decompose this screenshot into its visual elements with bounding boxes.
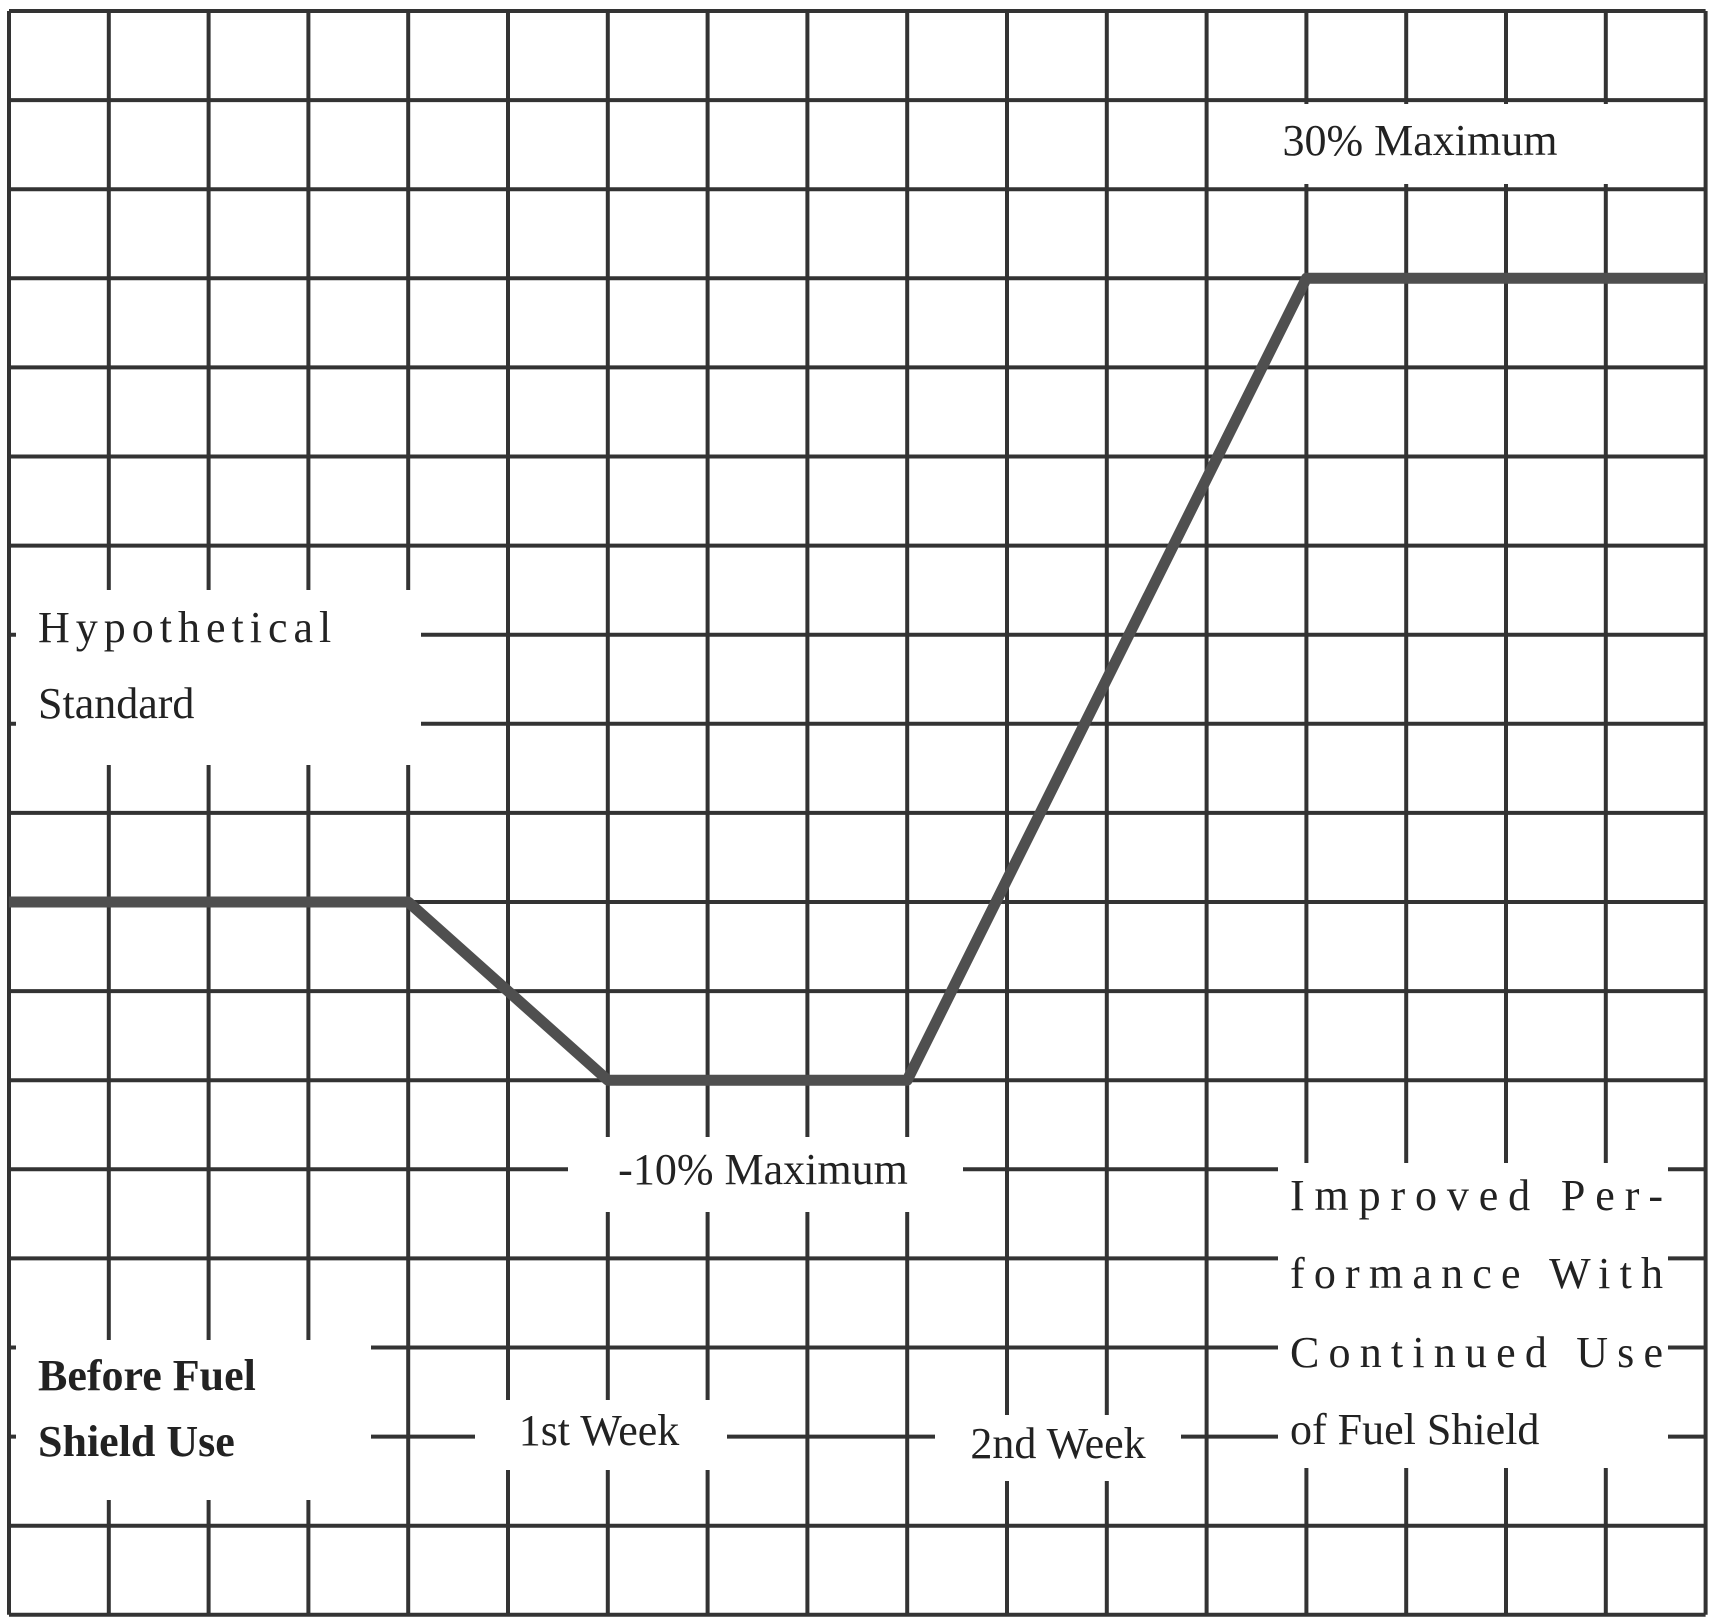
label-background: [16, 590, 421, 765]
annotation: 1st Week: [519, 1406, 680, 1455]
annotation: Hypothetical: [38, 603, 337, 652]
annotation: -10% Maximum: [618, 1145, 908, 1194]
label-background: [935, 1415, 1181, 1481]
label-background: [1241, 104, 1641, 184]
label-background: [475, 1400, 727, 1470]
annotation: Standard: [38, 679, 194, 728]
annotation: 30% Maximum: [1283, 116, 1558, 165]
annotation: Before Fuel: [38, 1351, 256, 1400]
annotation: Shield Use: [38, 1417, 235, 1466]
label-background: [16, 1340, 371, 1500]
data-line: [9, 272, 1706, 1086]
label-background: [568, 1137, 963, 1212]
annotation: of Fuel Shield: [1290, 1405, 1539, 1454]
annotation: Continued Use: [1290, 1328, 1663, 1377]
annotation: 2nd Week: [970, 1419, 1145, 1468]
label-background: [1278, 1163, 1668, 1468]
annotation: formance With: [1290, 1249, 1663, 1298]
